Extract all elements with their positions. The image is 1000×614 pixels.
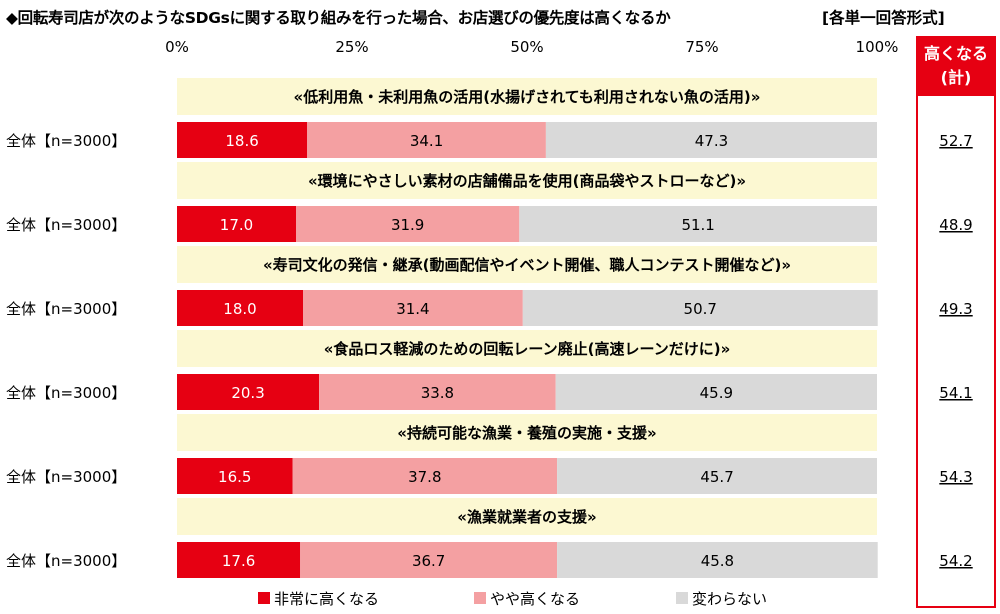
bar-somewhat-high: [307, 122, 546, 158]
total-value: 54.2: [939, 552, 972, 570]
bar-very-high: [177, 122, 308, 158]
bar-somewhat-high: [303, 290, 523, 326]
bar-value-label: 37.8: [408, 468, 441, 486]
bar-value-label: 17.0: [220, 216, 253, 234]
bar-unchanged: [557, 542, 878, 578]
legend-swatch: [676, 592, 688, 604]
item-heading-banner: [177, 330, 877, 367]
total-value: 54.1: [939, 384, 972, 402]
bar-value-label: 17.6: [222, 552, 255, 570]
bar-unchanged: [519, 206, 877, 242]
legend-swatch: [258, 592, 270, 604]
bar-value-label: 45.9: [700, 384, 733, 402]
x-tick-label: 0%: [165, 38, 189, 56]
item-heading: «持続可能な漁業・養殖の実施・支援»: [397, 424, 656, 442]
bar-somewhat-high: [296, 206, 520, 242]
question-type-note: [各単一回答形式]: [822, 9, 945, 27]
row-label: 全体【n=3000】: [6, 384, 126, 402]
row-label: 全体【n=3000】: [6, 216, 126, 234]
item-heading-banner: [177, 78, 877, 115]
row-label: 全体【n=3000】: [6, 468, 126, 486]
x-tick-label: 100%: [856, 38, 899, 56]
bar-somewhat-high: [292, 458, 558, 494]
bar-very-high: [177, 458, 293, 494]
bar-very-high: [177, 206, 296, 242]
bar-value-label: 31.4: [396, 300, 429, 318]
legend-label: 非常に高くなる: [274, 590, 379, 608]
row-label: 全体【n=3000】: [6, 552, 126, 570]
row-label: 全体【n=3000】: [6, 300, 126, 318]
bar-value-label: 34.1: [410, 132, 443, 150]
item-heading: «低利用魚・未利用魚の活用(水揚げされても利用されない魚の活用)»: [294, 88, 761, 106]
bar-value-label: 20.3: [231, 384, 264, 402]
item-heading-banner: [177, 162, 877, 199]
total-value: 52.7: [939, 132, 972, 150]
item-heading: «漁業就業者の支援»: [457, 508, 596, 526]
bar-unchanged: [545, 122, 877, 158]
bar-very-high: [177, 542, 301, 578]
bar-value-label: 36.7: [412, 552, 445, 570]
bar-value-label: 45.7: [700, 468, 733, 486]
bar-somewhat-high: [300, 542, 558, 578]
bar-value-label: 45.8: [701, 552, 734, 570]
x-tick-label: 25%: [335, 38, 368, 56]
item-heading-banner: [177, 498, 877, 535]
total-column-header: 高くなる (計): [918, 38, 994, 96]
total-header-line2: (計): [940, 68, 972, 87]
bar-value-label: 33.8: [421, 384, 454, 402]
x-tick-label: 50%: [510, 38, 543, 56]
total-value: 49.3: [939, 300, 972, 318]
bar-unchanged: [555, 374, 877, 410]
total-column-frame: [916, 36, 996, 608]
x-tick-label: 75%: [685, 38, 718, 56]
bar-value-label: 18.0: [223, 300, 256, 318]
item-heading: «環境にやさしい素材の店舗備品を使用(商品袋やストローなど)»: [308, 172, 746, 190]
item-heading: «食品ロス軽減のための回転レーン廃止(高速レーンだけに)»: [324, 340, 731, 358]
bar-value-label: 47.3: [695, 132, 728, 150]
bar-somewhat-high: [319, 374, 556, 410]
legend-label: 変わらない: [692, 590, 767, 608]
total-value: 54.3: [939, 468, 972, 486]
chart-title: ◆回転寿司店が次のようなSDGsに関する取り組みを行った場合、お店選びの優先度は…: [6, 9, 671, 27]
item-heading-banner: [177, 246, 877, 283]
total-value: 48.9: [939, 216, 972, 234]
bar-value-label: 18.6: [225, 132, 258, 150]
bar-very-high: [177, 290, 303, 326]
legend-swatch: [474, 592, 486, 604]
item-heading: «寿司文化の発信・継承(動画配信やイベント開催、職人コンテスト開催など)»: [263, 256, 791, 274]
bar-value-label: 51.1: [681, 216, 714, 234]
bar-unchanged: [557, 458, 877, 494]
item-heading-banner: [177, 414, 877, 451]
legend-label: やや高くなる: [490, 590, 580, 608]
bar-value-label: 16.5: [218, 468, 251, 486]
bar-value-label: 50.7: [684, 300, 717, 318]
bar-value-label: 31.9: [391, 216, 424, 234]
bar-very-high: [177, 374, 320, 410]
row-label: 全体【n=3000】: [6, 132, 126, 150]
bar-unchanged: [522, 290, 878, 326]
total-header-line1: 高くなる: [923, 44, 988, 63]
